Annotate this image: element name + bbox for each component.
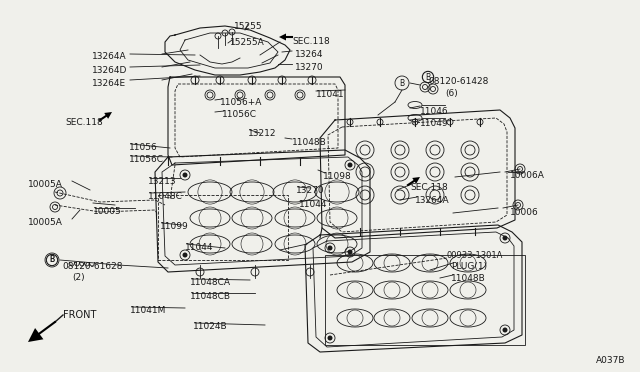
Text: 11041M: 11041M [130,306,166,315]
Text: 00933-1301A: 00933-1301A [447,251,504,260]
Text: 15255A: 15255A [230,38,265,47]
Text: 13264A: 13264A [415,196,450,205]
Text: 13264A: 13264A [92,52,127,61]
Circle shape [348,163,353,167]
Text: 08120-61428: 08120-61428 [428,77,488,86]
Text: FRONT: FRONT [63,310,97,320]
Polygon shape [104,112,112,119]
Text: 11048C: 11048C [148,192,183,201]
Text: (2): (2) [72,273,84,282]
Text: 13270: 13270 [296,186,324,195]
Text: 11024B: 11024B [193,322,228,331]
Text: 13270: 13270 [295,63,324,72]
Text: 11048CA: 11048CA [190,278,231,287]
Text: 10006: 10006 [510,208,539,217]
Text: B: B [426,73,431,81]
Text: 11049: 11049 [420,119,449,128]
Text: 13264D: 13264D [92,66,127,75]
Circle shape [348,250,353,254]
Text: 11099: 11099 [160,222,189,231]
Text: 13264E: 13264E [92,79,126,88]
Text: B: B [49,256,54,264]
Polygon shape [28,328,44,342]
Text: 15255: 15255 [234,22,262,31]
Text: 13264: 13264 [295,50,323,59]
Circle shape [502,327,508,333]
Text: 10005: 10005 [93,207,122,216]
Text: 10005A: 10005A [28,180,63,189]
Text: 11048B: 11048B [292,138,327,147]
Text: 10006A: 10006A [510,171,545,180]
Text: 11046: 11046 [420,107,449,116]
Text: 11048B: 11048B [451,274,486,283]
Polygon shape [412,177,420,184]
Text: A037B: A037B [595,356,625,365]
Text: SEC.118: SEC.118 [65,118,103,127]
Text: 08120-61628: 08120-61628 [62,262,122,271]
Circle shape [182,253,188,257]
Text: 11056: 11056 [129,143,157,152]
Text: (6): (6) [445,89,458,98]
Text: 13213: 13213 [148,177,177,186]
Bar [158,195,288,260]
Bar [325,255,525,345]
Circle shape [328,246,333,250]
Text: 11044: 11044 [185,243,214,252]
Text: B: B [49,256,54,264]
Text: 11098: 11098 [323,172,352,181]
Text: 11044: 11044 [299,200,328,209]
Text: B: B [399,78,404,87]
Text: 10005A: 10005A [28,218,63,227]
Text: 13212: 13212 [248,129,276,138]
Text: 11056+A: 11056+A [220,98,262,107]
Circle shape [182,173,188,177]
Circle shape [502,235,508,241]
Text: SEC.118: SEC.118 [410,183,448,192]
Text: 11041: 11041 [316,90,344,99]
Text: 11056C: 11056C [129,155,164,164]
Text: 11056C: 11056C [222,110,257,119]
Text: 11048CB: 11048CB [190,292,231,301]
Circle shape [328,336,333,340]
Polygon shape [279,33,286,41]
Text: SEC.118: SEC.118 [292,37,330,46]
Text: PLUG(1): PLUG(1) [451,262,487,271]
